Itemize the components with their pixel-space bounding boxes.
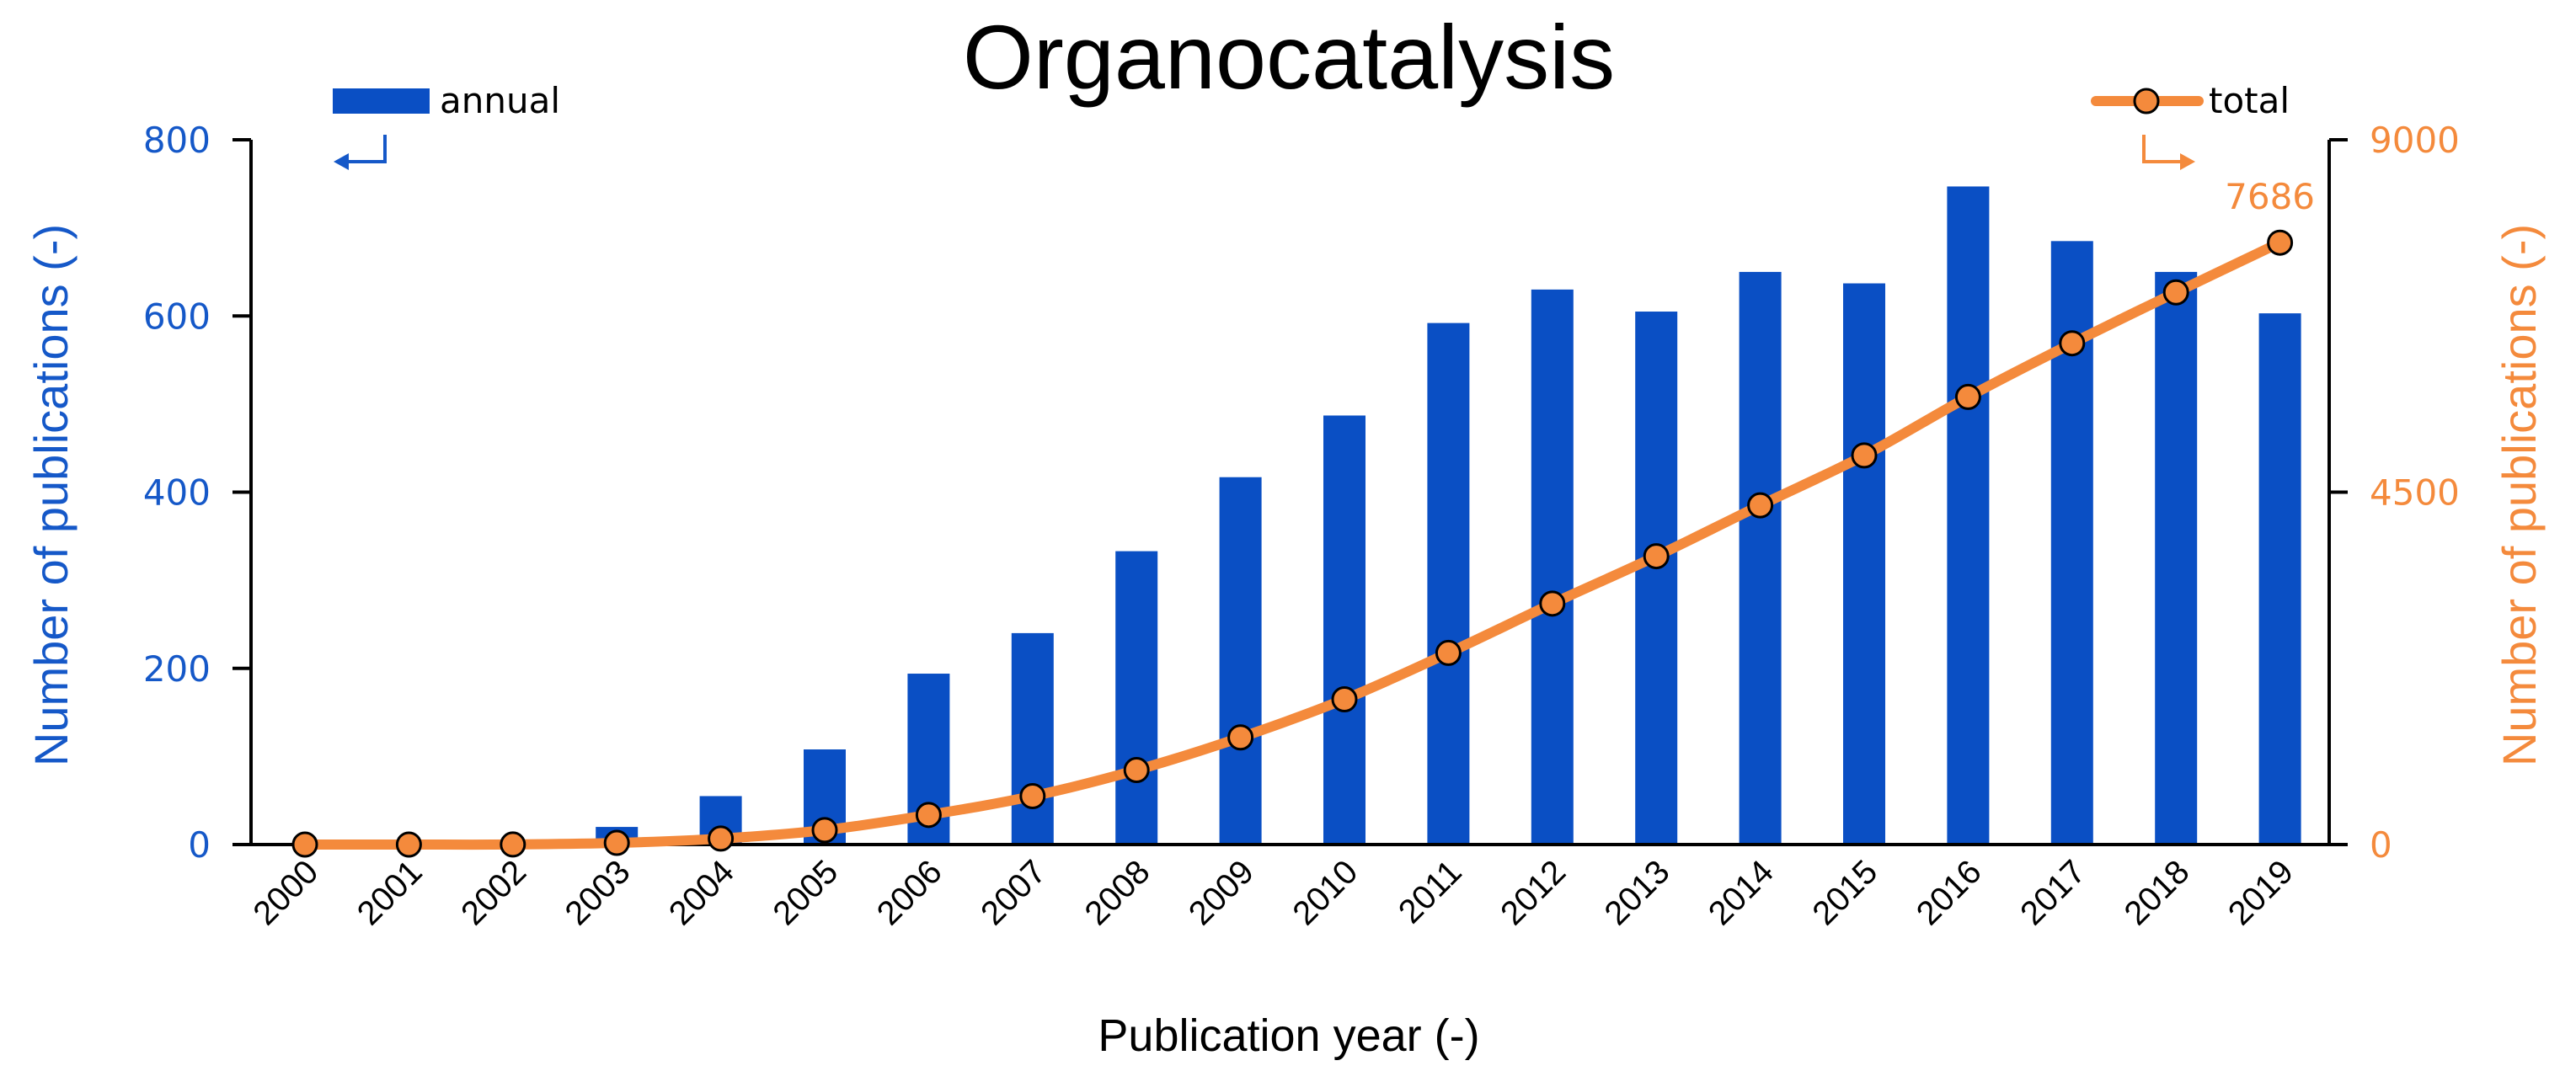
legend-annual-label: annual <box>440 80 560 121</box>
x-tick-label-2012: 2012 <box>1494 853 1573 932</box>
y-right-tick-label-9000: 9000 <box>2370 120 2460 161</box>
x-tick-label-2009: 2009 <box>1182 853 1261 932</box>
y-right-tick-label-0: 0 <box>2370 824 2392 866</box>
bar-2008 <box>1115 551 1158 845</box>
x-tick-label-2007: 2007 <box>974 853 1053 932</box>
x-tick-label-2019: 2019 <box>2221 853 2301 932</box>
x-tick-label-2005: 2005 <box>766 853 845 932</box>
x-tick-label-2006: 2006 <box>870 853 949 932</box>
y-left-axis-label: Number of publications (-) <box>24 224 77 766</box>
bar-2011 <box>1427 322 1470 845</box>
point-total-2007 <box>1019 783 1046 810</box>
left-axis-arrowhead-icon <box>334 153 349 170</box>
legend-annual: annual <box>333 80 560 170</box>
legend-total-label: total <box>2209 80 2290 121</box>
x-tick-label-2014: 2014 <box>1702 853 1781 932</box>
x-tick-label-2004: 2004 <box>662 853 741 932</box>
bar-2015 <box>1843 283 1885 845</box>
point-total-2013 <box>1643 543 1670 570</box>
bar-2012 <box>1531 289 1574 845</box>
x-axis-label: Publication year (-) <box>1098 1010 1479 1061</box>
point-total-2019 <box>2267 229 2294 256</box>
bar-2007 <box>1011 632 1054 845</box>
point-total-2005 <box>811 817 838 844</box>
x-tick-label-2011: 2011 <box>1392 853 1469 930</box>
x-tick-label-2015: 2015 <box>1805 853 1884 932</box>
x-tick-label-2017: 2017 <box>2013 853 2092 932</box>
legend-total-marker <box>2133 88 2160 115</box>
point-total-2012 <box>1539 590 1566 617</box>
point-total-2010 <box>1331 685 1358 712</box>
x-tick-labels: 2000 2001 2002 2003 2004 2005 2006 2007 2008 2009… <box>246 853 2301 932</box>
y-left-tick-label-400: 400 <box>143 472 211 514</box>
chart-title: Organocatalysis <box>963 6 1615 108</box>
point-total-2002 <box>500 831 526 858</box>
point-total-2016 <box>1954 383 1981 410</box>
x-tick-label-2013: 2013 <box>1598 853 1677 932</box>
x-tick-label-2010: 2010 <box>1285 853 1365 932</box>
bar-2016 <box>1947 186 1990 845</box>
bar-series-annual <box>491 186 2301 845</box>
bar-2010 <box>1323 415 1365 845</box>
bar-2013 <box>1635 312 1678 845</box>
x-tick-label-2018: 2018 <box>2118 853 2197 932</box>
point-total-2014 <box>1747 492 1774 519</box>
x-tick-label-2001: 2001 <box>350 853 430 932</box>
x-tick-label-2000: 2000 <box>246 853 325 932</box>
x-tick-label-2008: 2008 <box>1078 853 1157 932</box>
point-total-2015 <box>1851 442 1878 469</box>
y-right-tick-label-4500: 4500 <box>2370 472 2460 514</box>
annotation-total-2019: 7686 <box>2225 176 2315 217</box>
left-axis-arrow-icon <box>339 135 387 163</box>
bar-2009 <box>1219 477 1262 845</box>
point-total-2006 <box>915 802 942 829</box>
line-series-total <box>291 229 2294 858</box>
point-total-2000 <box>291 831 318 858</box>
legend-annual-swatch <box>333 88 430 114</box>
point-total-2018 <box>2162 279 2189 306</box>
bar-2019 <box>2258 313 2301 845</box>
axes <box>232 138 2348 846</box>
y-right-axis-label: Number of publications (-) <box>2493 224 2546 766</box>
legend-total: total <box>2091 80 2290 170</box>
y-left-tick-label-800: 800 <box>143 120 211 161</box>
x-tick-label-2003: 2003 <box>558 853 638 932</box>
y-left-tick-label-0: 0 <box>188 824 211 866</box>
bar-2014 <box>1739 271 1782 845</box>
y-left-tick-label-200: 200 <box>143 648 211 690</box>
point-total-2009 <box>1227 724 1254 751</box>
point-total-2001 <box>395 831 422 858</box>
point-total-2008 <box>1123 757 1150 784</box>
y-right-tick-labels: 0 4500 9000 <box>2370 120 2460 866</box>
x-tick-label-2016: 2016 <box>1910 853 1989 932</box>
point-total-2004 <box>708 825 735 852</box>
y-left-tick-label-600: 600 <box>143 296 211 337</box>
bar-2018 <box>2155 271 2198 845</box>
x-tick-label-2002: 2002 <box>454 853 533 932</box>
y-left-tick-labels: 0 200 400 600 800 <box>143 120 211 866</box>
point-total-2011 <box>1435 639 1462 666</box>
point-total-2017 <box>2059 330 2086 357</box>
point-total-2003 <box>603 829 630 856</box>
right-axis-arrow-icon <box>2142 135 2189 163</box>
right-axis-arrowhead-icon <box>2180 153 2195 170</box>
